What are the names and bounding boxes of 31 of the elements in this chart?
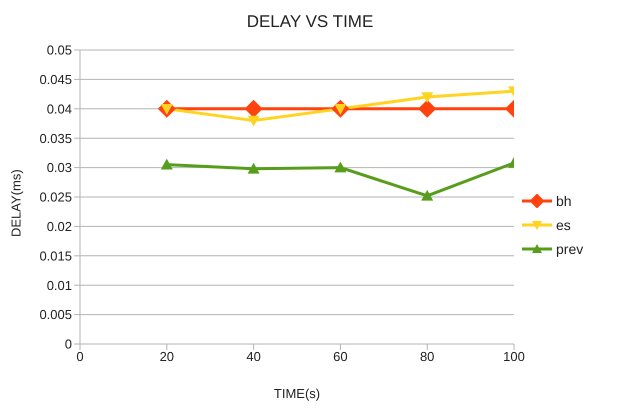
y-tick-label: 0.02: [46, 219, 72, 234]
point: [421, 190, 434, 201]
legend-label: prev: [556, 241, 584, 257]
y-tick-label: 0: [64, 336, 72, 352]
x-tick-label: 100: [503, 349, 525, 364]
y-axis-title: DELAY(ms): [8, 169, 24, 237]
y-tick-label: 0.05: [46, 42, 72, 58]
point: [248, 116, 260, 127]
point: [421, 92, 434, 104]
y-tick-label: 0.03: [46, 160, 72, 176]
legend-label: es: [556, 217, 571, 233]
y-tick-label: 0.035: [39, 130, 72, 146]
y-tick-label: 0.045: [39, 72, 72, 88]
chart-title: DELAY VS TIME: [246, 11, 374, 33]
point: [418, 100, 436, 118]
y-tick-label: 0.005: [39, 307, 72, 322]
x-tick-label: 80: [420, 349, 434, 364]
x-tick-label: 40: [246, 349, 261, 364]
x-axis-title: TIME(s): [274, 386, 320, 401]
y-tick-label: 0.015: [39, 248, 72, 264]
y-tick-label: 0.025: [39, 190, 72, 205]
y-tick-label: 0.01: [46, 278, 72, 293]
point: [160, 158, 173, 170]
legend-label: bh: [556, 193, 572, 209]
y-tick-label: 0.04: [46, 101, 72, 116]
x-tick-label: 0: [76, 349, 84, 364]
x-tick-label: 20: [160, 349, 174, 364]
point: [334, 162, 346, 172]
point: [248, 162, 260, 174]
point: [244, 100, 263, 118]
x-tick-label: 60: [333, 349, 348, 364]
